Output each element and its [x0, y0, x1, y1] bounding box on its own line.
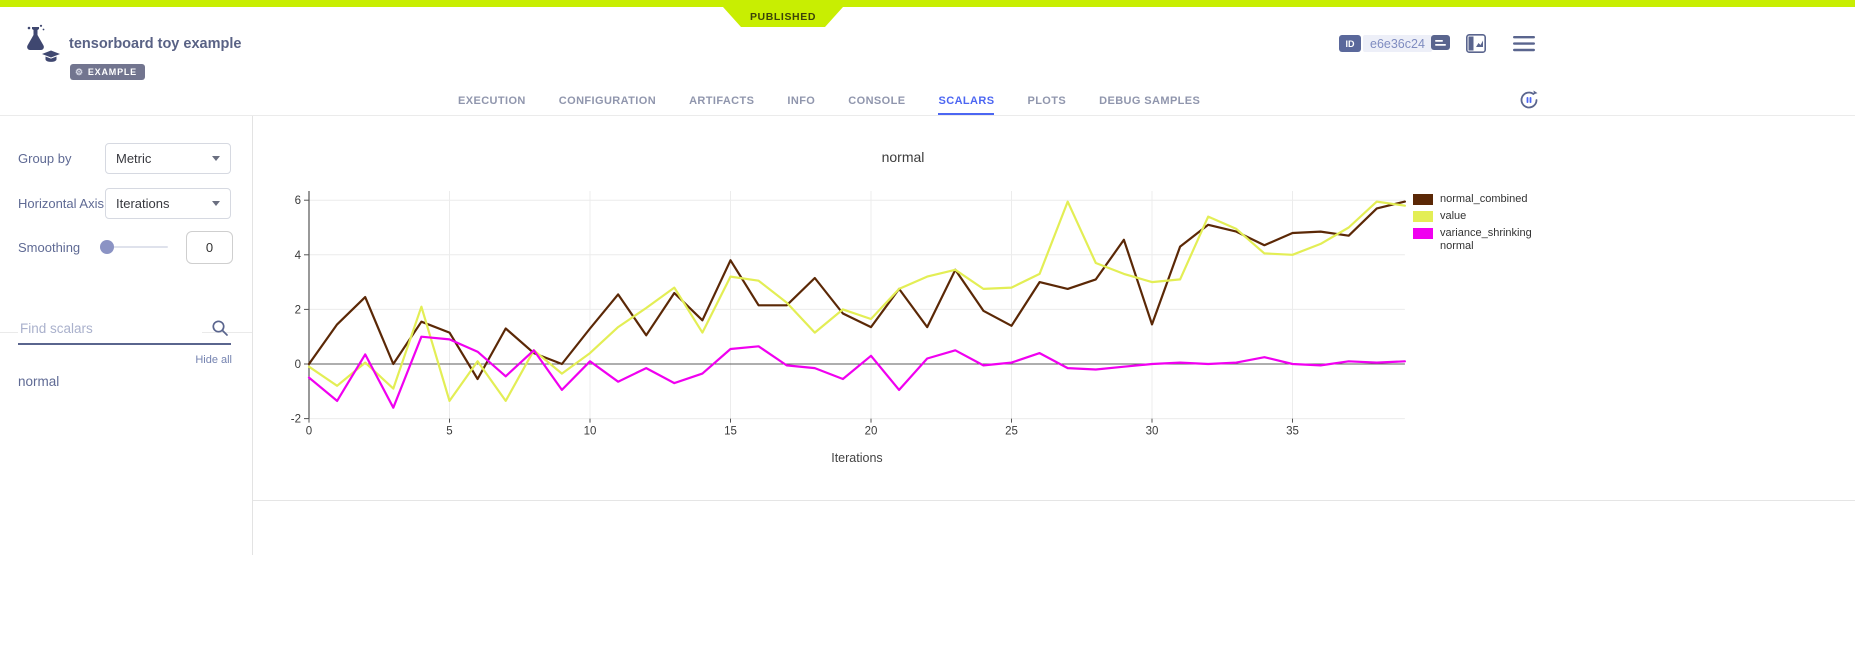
- menu-icon[interactable]: [1513, 36, 1535, 52]
- smoothing-slider-handle[interactable]: [100, 240, 114, 254]
- x-tick-label: 5: [446, 426, 452, 438]
- series-line-normal_combined: [307, 200, 1407, 381]
- x-tick-label: 30: [1146, 426, 1159, 438]
- find-scalars-input[interactable]: [18, 315, 202, 341]
- header-divider: [0, 115, 1855, 116]
- horizontal-axis-select[interactable]: Iterations: [105, 188, 231, 219]
- legend-entry-value[interactable]: value: [1413, 210, 1538, 223]
- details-panel-icon[interactable]: [1466, 34, 1486, 53]
- scalar-list-item-normal[interactable]: normal: [18, 374, 60, 389]
- x-tick-label: 0: [306, 426, 312, 438]
- top-status-bar: [0, 0, 1855, 7]
- chart-legend: normal_combined value variance_shrinking…: [1413, 193, 1538, 257]
- y-tick-label: 6: [295, 195, 301, 207]
- y-tick-label: 2: [295, 304, 301, 316]
- find-scalars-field: [18, 315, 231, 345]
- horizontal-axis-label: Horizontal Axis: [18, 196, 104, 211]
- series-line-value: [307, 200, 1407, 402]
- tab-scalars[interactable]: SCALARS: [938, 95, 995, 115]
- x-tick-label: 25: [1005, 426, 1018, 438]
- id-badge-group: ID e6e36c24: [1339, 35, 1432, 52]
- smoothing-slider-track[interactable]: [100, 246, 168, 248]
- chart-title: normal: [881, 149, 925, 165]
- chevron-down-icon: [212, 201, 220, 206]
- group-by-label: Group by: [18, 151, 72, 166]
- tab-execution[interactable]: EXECUTION: [458, 95, 526, 107]
- status-badge: PUBLISHED: [749, 11, 817, 23]
- horizontal-axis-value: Iterations: [116, 196, 170, 211]
- experiment-flask-icon: [20, 24, 60, 66]
- gear-icon: ⚙: [75, 66, 84, 77]
- id-badge: ID: [1339, 35, 1361, 52]
- group-by-value: Metric: [116, 151, 152, 166]
- group-by-select[interactable]: Metric: [105, 143, 231, 174]
- legend-swatch: [1413, 228, 1433, 239]
- scalar-chart-panel: normal -2 0 2 4 6 0 5 10 15 20 25 30 35 Iterations no…: [253, 116, 1855, 501]
- tab-console[interactable]: CONSOLE: [848, 95, 906, 107]
- line-chart: -2 0 2 4 6 0 5 10 15 20 25 30 35 Iterations: [291, 191, 1407, 465]
- tab-bar: EXECUTION CONFIGURATION ARTIFACTS INFO C…: [458, 88, 1200, 115]
- series-line-variance_shrinking-normal: [307, 335, 1407, 409]
- y-tick-label: -2: [291, 414, 301, 426]
- hide-all-link[interactable]: Hide all: [195, 354, 232, 366]
- y-tick-label: 0: [295, 359, 301, 371]
- x-tick-label: 15: [724, 426, 737, 438]
- tab-info[interactable]: INFO: [787, 95, 816, 107]
- task-id-value[interactable]: e6e36c24: [1363, 35, 1432, 52]
- tab-artifacts[interactable]: ARTIFACTS: [689, 95, 755, 107]
- example-badge-label: EXAMPLE: [87, 67, 137, 77]
- tab-configuration[interactable]: CONFIGURATION: [558, 95, 657, 107]
- search-icon: [211, 319, 229, 342]
- x-tick-label: 20: [865, 426, 878, 438]
- legend-entry-normal-combined[interactable]: normal_combined: [1413, 193, 1538, 206]
- scalars-sidebar: Group by Metric Horizontal Axis Iteratio…: [0, 116, 253, 555]
- tab-plots[interactable]: PLOTS: [1027, 95, 1067, 107]
- legend-swatch: [1413, 194, 1433, 205]
- page-title: tensorboard toy example: [69, 36, 242, 52]
- x-tick-label: 10: [584, 426, 597, 438]
- x-axis-label: Iterations: [831, 451, 882, 465]
- example-badge: ⚙ EXAMPLE: [70, 64, 145, 80]
- legend-entry-variance-shrinking-normal[interactable]: variance_shrinking normal: [1413, 227, 1538, 253]
- comments-icon[interactable]: [1431, 34, 1450, 53]
- x-tick-label: 35: [1286, 426, 1299, 438]
- tab-debug-samples[interactable]: DEBUG SAMPLES: [1099, 95, 1201, 107]
- legend-swatch: [1413, 211, 1433, 222]
- auto-refresh-icon[interactable]: [1518, 89, 1540, 111]
- y-tick-label: 4: [295, 250, 302, 262]
- smoothing-label: Smoothing: [18, 240, 81, 255]
- chevron-down-icon: [212, 156, 220, 161]
- smoothing-value-input[interactable]: 0: [186, 231, 233, 264]
- status-ribbon: PUBLISHED: [723, 7, 843, 27]
